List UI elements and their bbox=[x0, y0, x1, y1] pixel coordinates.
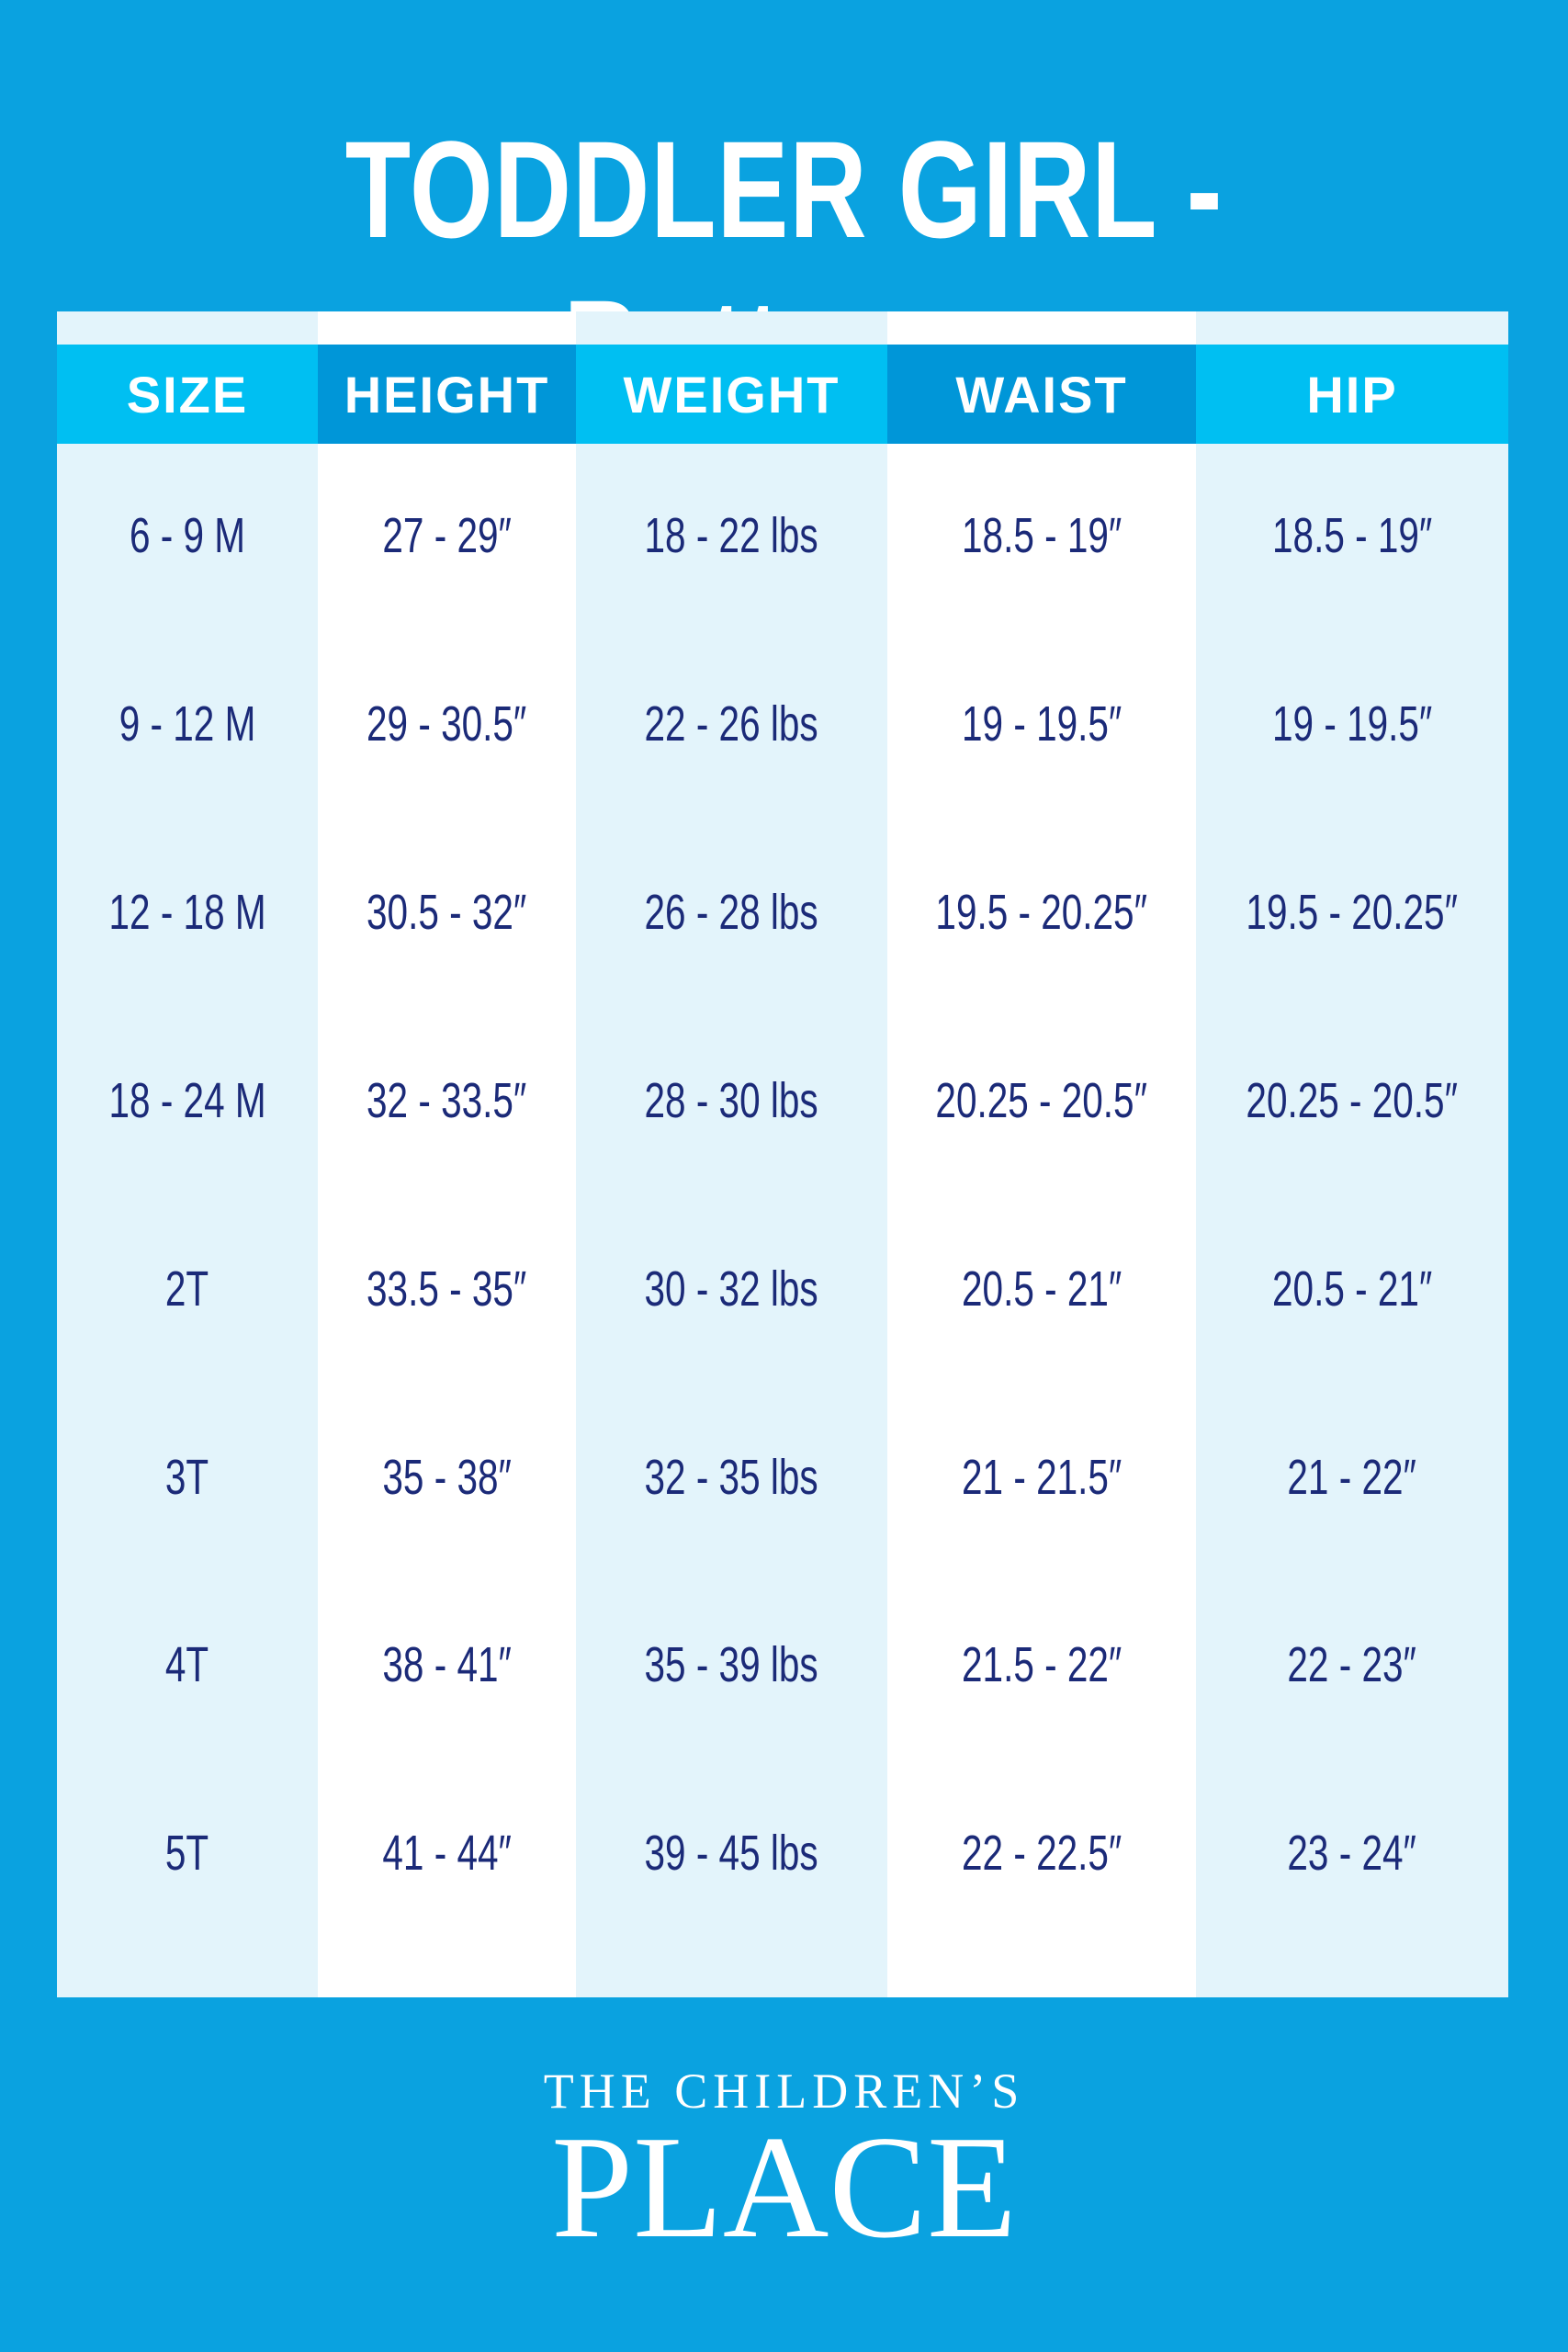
table-cell: 23 - 24″ bbox=[1287, 1826, 1417, 1882]
table-cell: 38 - 41″ bbox=[382, 1637, 512, 1693]
table-cell: 9 - 12 M bbox=[118, 695, 256, 752]
header-cell: HEIGHT bbox=[318, 345, 576, 444]
table-cell: 5T bbox=[165, 1826, 209, 1882]
table-cell: 39 - 45 lbs bbox=[644, 1826, 819, 1882]
table-cell: 32 - 35 lbs bbox=[644, 1449, 819, 1505]
table-cell: 22 - 26 lbs bbox=[644, 695, 819, 752]
table-cell: 12 - 18 M bbox=[108, 884, 266, 940]
table-cell: 35 - 38″ bbox=[382, 1449, 512, 1505]
header-cell: SIZE bbox=[57, 345, 318, 444]
column-bg bbox=[57, 311, 318, 1997]
table-cell: 32 - 33.5″ bbox=[367, 1072, 527, 1128]
table-cell: 27 - 29″ bbox=[382, 508, 512, 563]
table-cell: 18 - 24 M bbox=[108, 1072, 266, 1128]
table-cell: 19 - 19.5″ bbox=[961, 695, 1122, 752]
table-cell: 26 - 28 lbs bbox=[644, 884, 819, 940]
table-cell: 33.5 - 35″ bbox=[367, 1261, 527, 1317]
header-cell: HIP bbox=[1196, 345, 1508, 444]
column-bg bbox=[576, 311, 887, 1997]
table-cell: 41 - 44″ bbox=[382, 1826, 512, 1882]
header-cell: WAIST bbox=[887, 345, 1196, 444]
table-cell: 30 - 32 lbs bbox=[644, 1261, 819, 1317]
table-cell: 6 - 9 M bbox=[129, 508, 246, 563]
column-bg bbox=[318, 311, 576, 1997]
table-cell: 28 - 30 lbs bbox=[644, 1072, 819, 1128]
table-cell: 21 - 22″ bbox=[1287, 1449, 1417, 1505]
table-cell: 19 - 19.5″ bbox=[1271, 695, 1433, 752]
column-bg bbox=[1196, 311, 1508, 1997]
column-bg bbox=[887, 311, 1196, 1997]
logo-line: THE CHILDREN’S bbox=[543, 2064, 1025, 2119]
table-cell: 20.5 - 21″ bbox=[1271, 1261, 1433, 1317]
table-cell: 35 - 39 lbs bbox=[644, 1637, 819, 1693]
table-cell: 30.5 - 32″ bbox=[367, 884, 527, 940]
table-cell: 21.5 - 22″ bbox=[961, 1637, 1122, 1693]
table-cell: 22 - 22.5″ bbox=[961, 1826, 1122, 1882]
table-cell: 18.5 - 19″ bbox=[1271, 508, 1433, 563]
table-cell: 21 - 21.5″ bbox=[961, 1449, 1122, 1505]
table-cell: 2T bbox=[165, 1261, 209, 1317]
table-cell: 19.5 - 20.25″ bbox=[1246, 884, 1459, 940]
table-cell: 18 - 22 lbs bbox=[644, 508, 819, 563]
table-cell: 20.25 - 20.5″ bbox=[1246, 1072, 1459, 1128]
table-cell: 29 - 30.5″ bbox=[367, 695, 527, 752]
table-cell: 3T bbox=[165, 1449, 209, 1505]
table-cell: 18.5 - 19″ bbox=[961, 508, 1122, 563]
table-cell: 19.5 - 20.25″ bbox=[935, 884, 1148, 940]
table-cell: 4T bbox=[165, 1637, 209, 1693]
table-cell: 20.5 - 21″ bbox=[961, 1261, 1122, 1317]
logo-line: PLACE bbox=[551, 2105, 1017, 2268]
table-cell: 22 - 23″ bbox=[1287, 1637, 1417, 1693]
table-cell: 20.25 - 20.5″ bbox=[935, 1072, 1148, 1128]
header-cell: WEIGHT bbox=[576, 345, 887, 444]
